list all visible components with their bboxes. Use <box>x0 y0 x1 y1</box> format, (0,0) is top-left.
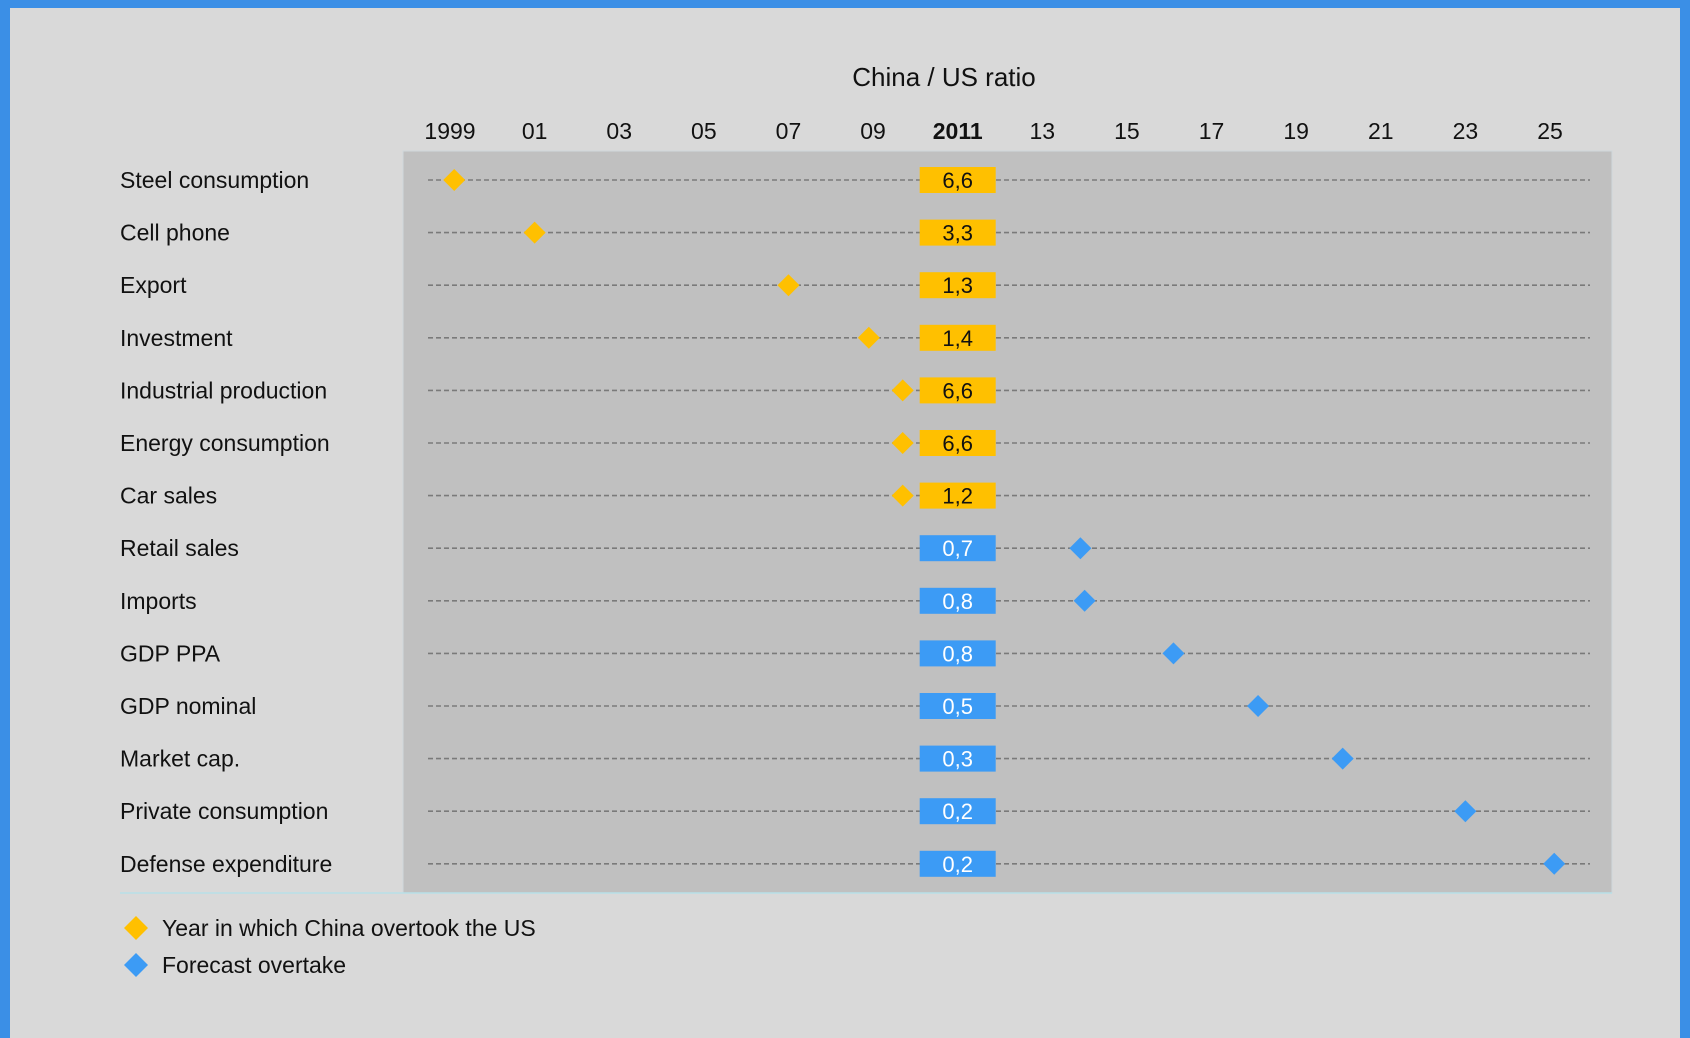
ratio-value: 0,2 <box>942 852 973 877</box>
chart-row: Industrial production 6,6 <box>120 377 1590 404</box>
chart-row: Imports 0,8 <box>120 587 1590 614</box>
row-label: Market cap. <box>120 746 240 772</box>
row-label: Imports <box>120 588 197 614</box>
overtake-year-marker <box>1331 747 1354 770</box>
legend-forecast-marker <box>124 953 148 977</box>
legend-label: Year in which China overtook the US <box>162 915 536 941</box>
ratio-box <box>919 745 996 772</box>
chart-row: Defense expenditure 0,2 <box>120 850 1590 877</box>
row-label: GDP nominal <box>120 693 256 719</box>
x-tick-label: 1999 <box>424 118 475 144</box>
legend-overtaken-marker <box>124 916 148 940</box>
row-label: Industrial production <box>120 377 327 403</box>
ratio-box <box>919 272 996 299</box>
ratio-box <box>919 850 996 877</box>
x-tick-label: 25 <box>1537 118 1563 144</box>
overtake-year-marker <box>1543 852 1566 875</box>
row-label: Private consumption <box>120 798 328 824</box>
x-tick-label: 21 <box>1368 118 1394 144</box>
overtake-year-marker <box>523 221 546 244</box>
x-tick-label: 09 <box>860 118 886 144</box>
row-label: GDP PPA <box>120 640 221 666</box>
x-tick-label: 23 <box>1453 118 1479 144</box>
chart-row: Steel consumption 6,6 <box>120 167 1590 193</box>
chart-row: Private consumption 0,2 <box>120 798 1590 825</box>
overtake-year-marker <box>1162 642 1185 665</box>
plot-area <box>402 150 1613 894</box>
x-tick-label: 13 <box>1030 118 1056 144</box>
ratio-box <box>919 167 996 193</box>
ratio-value: 0,2 <box>942 799 973 824</box>
ratio-box <box>919 324 996 351</box>
ratio-box <box>919 640 996 667</box>
overtake-year-marker <box>891 484 914 507</box>
ratio-value: 0,8 <box>942 641 973 666</box>
ratio-box <box>919 587 996 614</box>
ratio-value: 0,8 <box>942 589 973 614</box>
x-tick-label: 05 <box>691 118 717 144</box>
legend-label: Forecast overtake <box>162 952 346 978</box>
ratio-box <box>919 482 996 509</box>
ratio-box <box>919 798 996 825</box>
chart-title: China / US ratio <box>852 62 1036 92</box>
ratio-value: 6,6 <box>942 431 973 456</box>
ratio-value: 6,6 <box>942 168 973 193</box>
chart-rows: Steel consumption 6,6 Cell phone 3,3 Export 1… <box>120 167 1590 877</box>
ratio-value: 1,2 <box>942 484 973 509</box>
ratio-box <box>919 219 996 246</box>
ratio-value: 3,3 <box>942 221 973 246</box>
chart-row: Car sales 1,2 <box>120 482 1590 509</box>
chart-row: Cell phone 3,3 <box>120 219 1590 246</box>
row-label: Investment <box>120 325 233 351</box>
overtake-year-marker <box>1073 589 1096 612</box>
overtake-year-marker <box>443 169 466 191</box>
ratio-box <box>919 535 996 562</box>
x-tick-label: 2011 <box>933 118 983 144</box>
overtake-year-marker <box>891 379 914 402</box>
chart-row: GDP PPA 0,8 <box>120 640 1590 667</box>
ratio-box <box>919 693 996 719</box>
overtake-year-marker <box>1247 695 1270 717</box>
row-label: Steel consumption <box>120 167 309 193</box>
chart-row: Market cap. 0,3 <box>120 745 1590 772</box>
overtake-year-marker <box>777 274 800 297</box>
overtake-year-marker <box>857 326 880 349</box>
row-label: Energy consumption <box>120 430 330 456</box>
chart-row: Investment 1,4 <box>120 324 1590 351</box>
row-label: Retail sales <box>120 535 239 561</box>
x-axis-ticks: 1999 01 03 05 07 09 2011 13 15 17 19 21 23 25 <box>424 118 1562 144</box>
x-tick-label: 01 <box>522 118 548 144</box>
ratio-value: 0,3 <box>942 747 973 772</box>
x-tick-label: 17 <box>1199 118 1225 144</box>
chart-row: Energy consumption 6,6 <box>120 430 1590 456</box>
x-tick-label: 03 <box>606 118 632 144</box>
ratio-box <box>919 430 996 456</box>
row-label: Defense expenditure <box>120 851 332 877</box>
row-label: Export <box>120 272 187 298</box>
chart-row: Retail sales 0,7 <box>120 535 1590 562</box>
ratio-value: 0,7 <box>942 536 973 561</box>
overtake-year-marker <box>1454 800 1477 823</box>
x-tick-label: 19 <box>1283 118 1309 144</box>
ratio-value: 1,4 <box>942 326 973 351</box>
chart-row: Export 1,3 <box>120 272 1590 299</box>
legend: Year in which China overtook the US Forec… <box>124 915 536 978</box>
x-tick-label: 07 <box>776 118 802 144</box>
ratio-box <box>919 377 996 404</box>
ratio-value: 0,5 <box>942 694 973 719</box>
overtake-year-marker <box>1069 537 1092 560</box>
chart-row: GDP nominal 0,5 <box>120 693 1590 719</box>
ratio-value: 6,6 <box>942 378 973 403</box>
row-label: Car sales <box>120 483 217 509</box>
row-label: Cell phone <box>120 220 230 246</box>
ratio-value: 1,3 <box>942 273 973 298</box>
x-tick-label: 15 <box>1114 118 1140 144</box>
overtake-year-marker <box>891 432 914 454</box>
